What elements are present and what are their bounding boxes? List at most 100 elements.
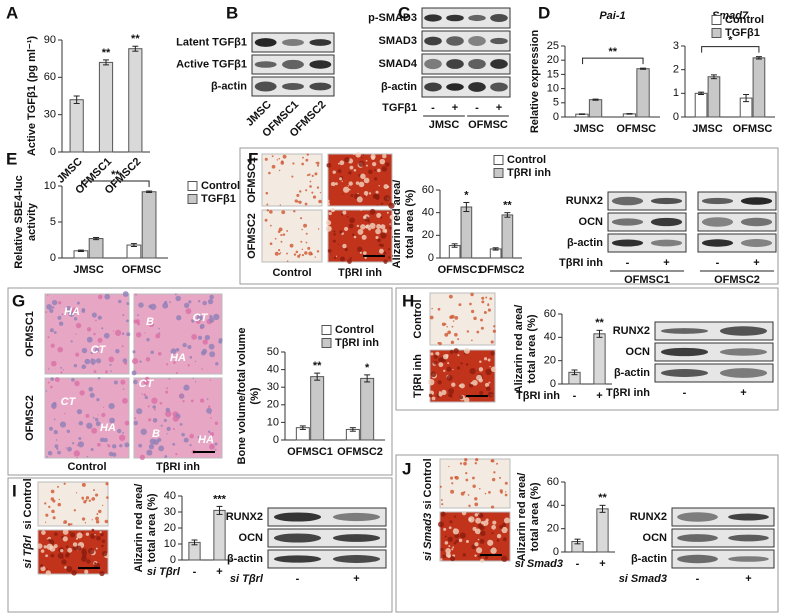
- stain-spot: [333, 233, 336, 236]
- stain-spot: [43, 545, 47, 549]
- stain-spot: [114, 329, 122, 337]
- stain-spot: [57, 485, 59, 488]
- stain-spot: [85, 499, 88, 502]
- stain-spot: [74, 380, 80, 387]
- stain-spot: [49, 426, 54, 431]
- tissue-label: HA: [170, 352, 186, 364]
- legend-swatch: [493, 168, 504, 178]
- significance: **: [102, 47, 111, 59]
- stain-spot: [280, 161, 285, 165]
- stain-spot: [387, 248, 391, 251]
- stain-spot: [363, 190, 369, 196]
- stain-spot: [330, 207, 336, 213]
- y-tick-label: 0: [550, 378, 556, 390]
- stain-spot: [446, 366, 452, 372]
- image-row-label: TβRI inh: [412, 354, 424, 398]
- significance: **: [595, 317, 604, 329]
- blot-band: [273, 555, 322, 563]
- stain-spot: [207, 298, 214, 305]
- stain-spot: [360, 209, 363, 211]
- stain-spot: [448, 388, 455, 395]
- stain-spot: [131, 370, 137, 376]
- stain-spot: [373, 169, 376, 172]
- stain-spot: [386, 226, 388, 228]
- stain-spot: [50, 489, 55, 494]
- stain-spot: [50, 377, 54, 381]
- blot-row-label: RUNX2: [613, 325, 650, 337]
- y-tick-label: 90: [44, 34, 56, 46]
- y-axis-label: (%): [249, 387, 261, 404]
- stain-spot: [490, 366, 497, 373]
- stain-spot: [292, 162, 295, 165]
- stain-spot: [440, 511, 446, 517]
- stain-spot: [295, 250, 299, 254]
- bar: [588, 99, 603, 118]
- stain-spot: [71, 377, 75, 382]
- stain-spot: [437, 380, 442, 385]
- y-tick-label: 50: [267, 346, 279, 358]
- stain-spot: [57, 552, 64, 559]
- stain-spot: [376, 212, 382, 219]
- stain-spot: [94, 347, 100, 353]
- stain-spot: [291, 175, 294, 178]
- stain-spot: [380, 202, 384, 205]
- stain-spot: [449, 520, 453, 524]
- stain-spot: [488, 490, 491, 494]
- stain-spot: [48, 538, 52, 542]
- stain-spot: [112, 444, 117, 449]
- stain-spot: [305, 241, 308, 244]
- stain-spot: [155, 333, 161, 339]
- stain-spot: [96, 535, 101, 541]
- stain-spot: [208, 317, 215, 323]
- stain-spot: [81, 307, 85, 312]
- stain-spot: [487, 358, 491, 362]
- stain-spot: [487, 303, 490, 307]
- stain-spot: [381, 166, 388, 172]
- blot-band: [446, 83, 464, 91]
- blot-band: [254, 81, 277, 92]
- x-tick-label: OFMSC: [616, 123, 656, 135]
- stain-spot: [460, 491, 465, 496]
- stain-spot: [305, 189, 308, 192]
- stain-spot: [499, 525, 504, 529]
- stain-spot: [293, 210, 296, 213]
- image-column-label: Control: [272, 267, 311, 279]
- stain-spot: [471, 339, 473, 342]
- stain-spot: [166, 363, 169, 366]
- stain-spot: [73, 363, 78, 368]
- stain-spot: [120, 379, 126, 385]
- stain-spot: [484, 492, 487, 495]
- blot-sign: +: [663, 257, 669, 269]
- stain-spot: [478, 378, 483, 383]
- stain-spot: [474, 497, 478, 501]
- stain-spot: [158, 332, 161, 335]
- bracket: [701, 46, 760, 53]
- x-tick-label: -: [193, 566, 197, 578]
- panel-letter: I: [12, 481, 17, 500]
- panel-frame: [395, 454, 779, 613]
- blot-band: [490, 59, 508, 69]
- stain-spot: [491, 531, 494, 535]
- stain-spot: [279, 204, 282, 206]
- stain-spot: [148, 418, 152, 422]
- stain-spot: [276, 159, 279, 161]
- stain-spot: [90, 351, 94, 355]
- blot-sign: -: [716, 257, 720, 269]
- stain-spot: [94, 417, 99, 422]
- bar: [88, 238, 104, 259]
- stain-spot: [280, 240, 283, 243]
- stain-spot: [85, 496, 90, 500]
- stain-spot: [76, 545, 82, 551]
- blot-strip: [421, 30, 511, 52]
- stain-spot: [298, 253, 301, 256]
- stain-spot: [109, 363, 112, 366]
- stain-spot: [204, 334, 211, 341]
- stain-spot: [299, 190, 302, 193]
- y-tick-label: 5: [553, 97, 559, 109]
- stain-spot: [67, 446, 72, 452]
- stain-spot: [447, 393, 451, 397]
- stain-spot: [353, 168, 357, 172]
- stain-spot: [175, 347, 180, 352]
- y-tick-label: 20: [547, 54, 559, 66]
- legend-label: TGFβ1: [201, 193, 236, 205]
